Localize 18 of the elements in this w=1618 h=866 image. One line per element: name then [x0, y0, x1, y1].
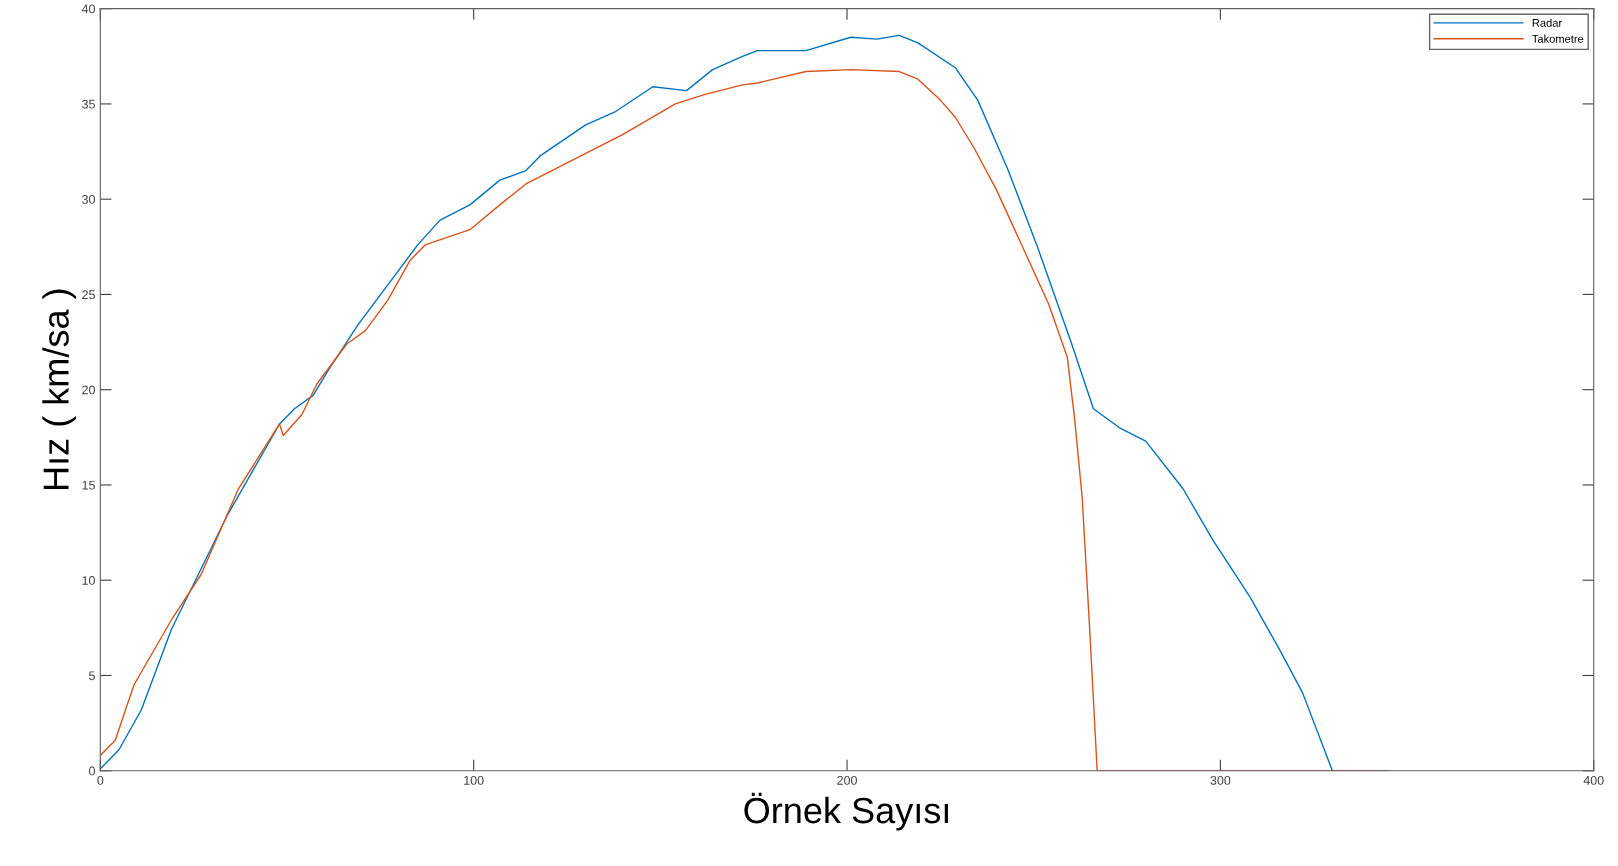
y-tick-label: 0: [88, 766, 95, 776]
x-tick-label: 200: [837, 775, 857, 785]
y-tick-label: 25: [82, 290, 95, 300]
y-tick-label: 5: [89, 671, 95, 681]
y-tick-label: 35: [82, 99, 95, 109]
y-tick-label: 40: [81, 4, 95, 14]
y-axis-title: Hız ( km/sa ): [42, 289, 76, 490]
y-tick-label: 20: [82, 385, 95, 395]
text: Takometre: [1532, 34, 1584, 43]
x-tick-label: 400: [1583, 775, 1604, 785]
x-tick-label: 0: [97, 775, 104, 785]
y-tick-label: 30: [82, 194, 95, 204]
x-tick-label: 300: [1210, 775, 1231, 785]
y-tick-label: 10: [82, 576, 95, 585]
x-tick-label: 100: [464, 775, 484, 785]
x-axis-title: Örnek Sayısı: [744, 792, 948, 831]
text: Radar: [1532, 18, 1562, 27]
y-tick-label: 15: [82, 480, 95, 490]
